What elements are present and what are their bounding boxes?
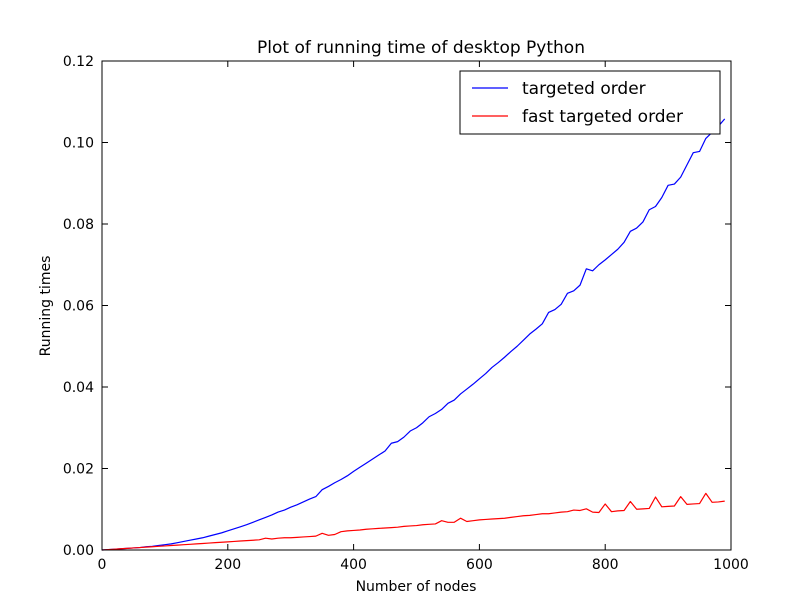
legend-label-1: fast targeted order [522, 107, 683, 127]
y-tick-label: 0.04 [63, 380, 94, 396]
ticks-layer: 0 200 400 600 800 1000 0.00 0.02 0.04 0.06 0.08 0.1… [63, 54, 749, 573]
series-line-0 [101, 118, 726, 551]
x-tick-label: 0 [98, 557, 107, 573]
legend-label-0: targeted order [522, 79, 646, 99]
y-tick-label: 0.02 [63, 462, 94, 478]
x-tick-label: 600 [466, 557, 493, 573]
legend-box [459, 70, 721, 135]
x-tick-label: 1000 [713, 557, 749, 573]
x-tick-label: 800 [592, 557, 619, 573]
chart-title: Plot of running time of desktop Python [257, 38, 585, 58]
legend: targeted order fast targeted order [459, 70, 721, 135]
series-layer [101, 118, 726, 551]
y-tick-label: 0.00 [63, 543, 94, 559]
x-axis-label: Number of nodes [356, 579, 477, 595]
y-axis-label: Running times [38, 256, 54, 357]
x-tick-label: 200 [214, 557, 241, 573]
y-tick-label: 0.10 [63, 136, 94, 152]
y-tick-label: 0.08 [63, 217, 94, 233]
series-line-1 [101, 492, 725, 551]
y-tick-label: 0.06 [63, 299, 94, 315]
y-tick-label: 0.12 [63, 54, 94, 70]
x-tick-label: 400 [340, 557, 367, 573]
